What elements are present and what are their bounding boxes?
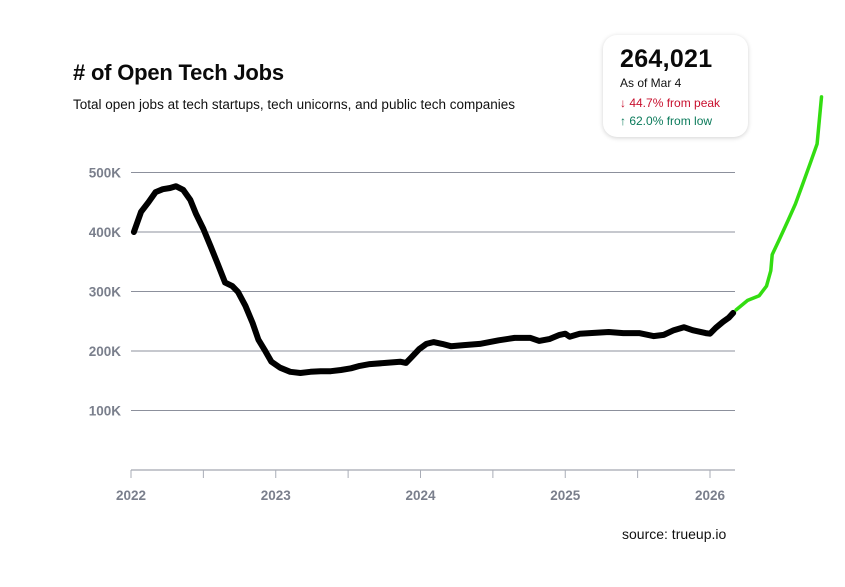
as-of-date: As of Mar 4: [620, 76, 682, 90]
y-tick-label: 400K: [89, 225, 122, 240]
y-tick-label: 500K: [89, 166, 122, 181]
x-tick-label: 2026: [695, 488, 726, 503]
source-attribution: source: trueup.io: [622, 526, 727, 542]
y-tick-label: 200K: [89, 344, 122, 359]
x-tick-label: 2022: [116, 488, 146, 503]
gridlines: [131, 172, 735, 411]
current-job-count: 264,021: [620, 45, 713, 73]
x-tick-label: 2024: [405, 488, 436, 503]
x-axis: 2022 2023 2024 2025 2026: [116, 469, 735, 503]
y-tick-label: 100K: [89, 404, 122, 419]
series-line-projection: [734, 95, 824, 312]
x-tick-label: 2023: [261, 488, 292, 503]
chart-title: # of Open Tech Jobs: [73, 60, 284, 85]
y-axis-ticks: 100K 200K 300K 400K 500K: [89, 166, 122, 419]
y-tick-label: 300K: [89, 285, 122, 300]
change-from-low: ↑ 62.0% from low: [620, 114, 713, 128]
series-group: [130, 95, 824, 376]
x-tick-label: 2025: [550, 488, 581, 503]
chart-subtitle: Total open jobs at tech startups, tech u…: [73, 97, 516, 112]
stat-card: 264,021 As of Mar 4 ↓ 44.7% from peak ↑ …: [603, 35, 748, 137]
series-line-open-jobs: [130, 183, 737, 376]
change-from-peak: ↓ 44.7% from peak: [620, 96, 721, 110]
